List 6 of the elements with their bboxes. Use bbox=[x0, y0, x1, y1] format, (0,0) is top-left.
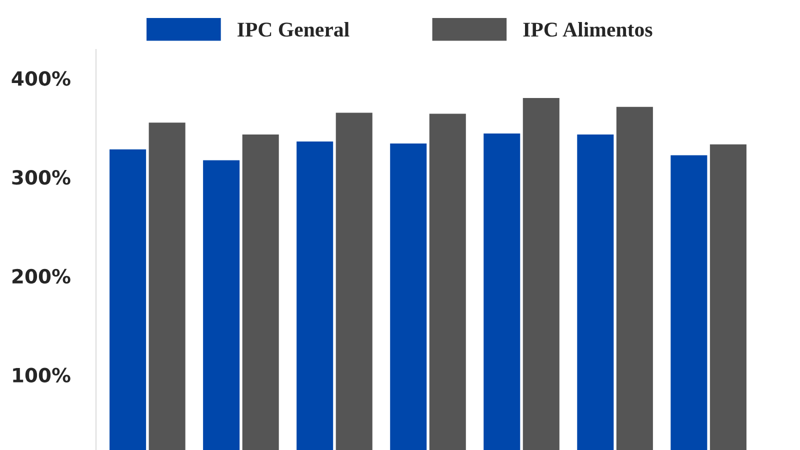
y-tick-label: 400% bbox=[12, 71, 70, 86]
y-tick-label: 100% bbox=[13, 368, 70, 383]
legend-label: IPC Alimentos bbox=[523, 22, 652, 37]
y-tick-label: 300% bbox=[12, 170, 70, 185]
legend-label: IPC General bbox=[238, 22, 350, 37]
y-tick-label: 200% bbox=[12, 268, 70, 284]
